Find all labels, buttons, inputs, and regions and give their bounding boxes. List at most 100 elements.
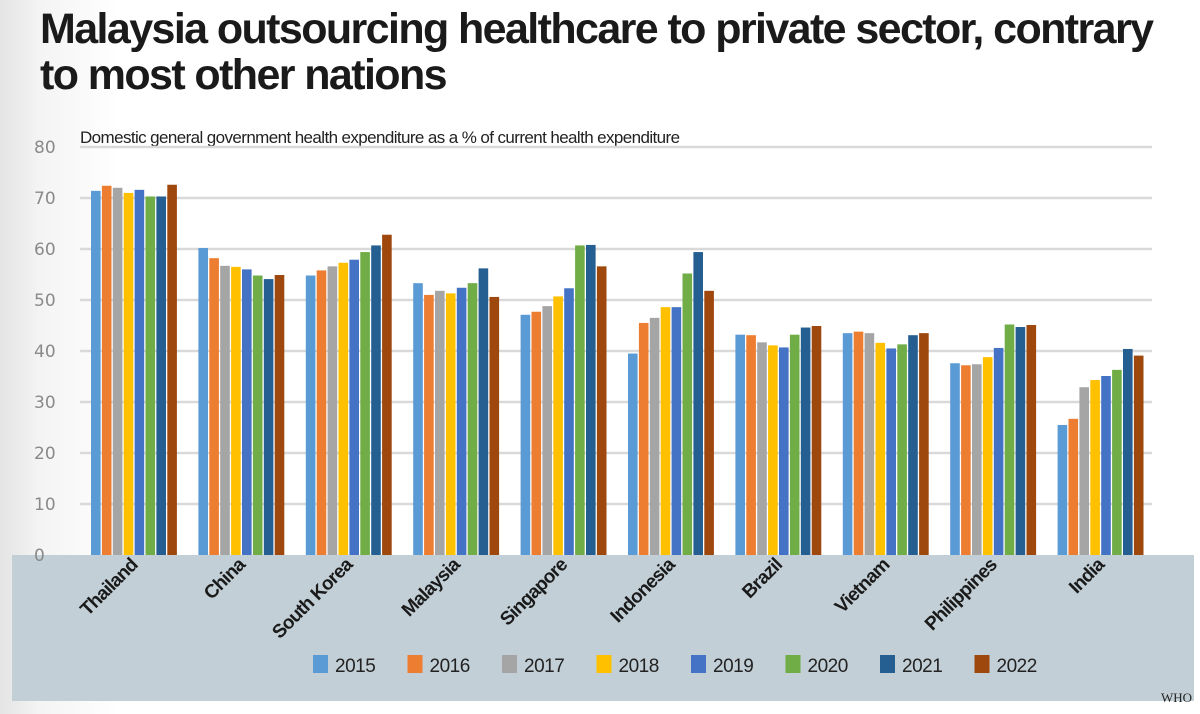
bar-china-2022 bbox=[274, 275, 285, 555]
legend-item-2017: 2017 bbox=[502, 655, 565, 677]
bar-thailand-2016 bbox=[101, 185, 112, 555]
bar-india-2022 bbox=[1133, 355, 1144, 555]
x-category-label: Malaysia bbox=[398, 554, 465, 621]
legend-label: 2021 bbox=[902, 656, 942, 677]
x-category-label: India bbox=[1065, 554, 1109, 598]
bar-singapore-2018 bbox=[553, 296, 563, 555]
bar-china-2016 bbox=[209, 258, 219, 555]
legend-label: 2019 bbox=[713, 656, 753, 677]
legend-label: 2018 bbox=[619, 656, 659, 677]
source-label: WHO bbox=[1160, 690, 1192, 705]
y-tick-label: 60 bbox=[34, 240, 56, 260]
x-category-label: Philippines bbox=[921, 555, 1001, 635]
bar-malaysia-2019 bbox=[456, 287, 467, 555]
legend-label: 2016 bbox=[430, 656, 470, 677]
bar-malaysia-2021 bbox=[478, 268, 489, 555]
legend-item-2018: 2018 bbox=[596, 655, 659, 677]
bar-thailand-2017 bbox=[112, 187, 123, 556]
bar-thailand-2015 bbox=[91, 190, 101, 556]
bar-brazil-2019 bbox=[779, 347, 789, 555]
bar-india-2018 bbox=[1090, 380, 1100, 555]
legend-item-2019: 2019 bbox=[691, 655, 754, 677]
y-tick-label: 50 bbox=[34, 291, 56, 311]
bar-vietnam-2016 bbox=[853, 331, 864, 555]
bar-malaysia-2022 bbox=[489, 296, 500, 555]
bar-brazil-2022 bbox=[811, 326, 822, 555]
x-category-label: Brazil bbox=[738, 555, 786, 603]
legend-label: 2022 bbox=[997, 656, 1037, 677]
x-category-label: Singapore bbox=[496, 555, 572, 631]
bar-philippines-2017 bbox=[972, 364, 982, 555]
bar-south-korea-2018 bbox=[338, 262, 349, 555]
bar-philippines-2019 bbox=[993, 347, 1004, 555]
bar-brazil-2016 bbox=[746, 335, 756, 555]
bar-south-korea-2019 bbox=[349, 259, 359, 555]
bar-thailand-2018 bbox=[123, 192, 134, 555]
legend-swatch bbox=[502, 655, 517, 673]
bar-malaysia-2015 bbox=[413, 283, 423, 555]
bar-vietnam-2017 bbox=[864, 333, 875, 555]
bar-vietnam-2015 bbox=[842, 333, 853, 555]
bar-thailand-2022 bbox=[167, 184, 177, 556]
legend: 2015 2016 2017 2018 2019 2020 2021 2022 bbox=[313, 655, 1037, 677]
bar-indonesia-2022 bbox=[704, 290, 714, 555]
bar-indonesia-2015 bbox=[628, 353, 638, 555]
bar-singapore-2020 bbox=[575, 245, 585, 555]
bar-indonesia-2020 bbox=[682, 273, 693, 555]
bars bbox=[91, 184, 1144, 556]
bar-indonesia-2017 bbox=[649, 317, 660, 555]
legend-swatch bbox=[691, 655, 706, 673]
bar-thailand-2021 bbox=[156, 196, 166, 555]
bar-vietnam-2018 bbox=[875, 342, 886, 555]
bar-singapore-2021 bbox=[586, 244, 596, 556]
bar-south-korea-2016 bbox=[316, 270, 327, 555]
bar-indonesia-2016 bbox=[638, 322, 649, 555]
bar-china-2020 bbox=[252, 275, 263, 555]
x-axis-band bbox=[12, 555, 1194, 701]
bar-vietnam-2019 bbox=[886, 348, 896, 555]
bar-south-korea-2021 bbox=[371, 245, 381, 555]
bar-singapore-2019 bbox=[564, 288, 574, 555]
y-tick-label: 70 bbox=[34, 189, 56, 209]
bar-india-2019 bbox=[1101, 375, 1111, 555]
x-axis-categories: Thailand China South Korea Malaysia Singapor… bbox=[77, 554, 1110, 643]
bar-south-korea-2015 bbox=[305, 275, 316, 555]
legend-swatch bbox=[974, 655, 990, 673]
bar-vietnam-2020 bbox=[897, 344, 907, 555]
bar-india-2016 bbox=[1068, 418, 1079, 555]
legend-swatch bbox=[785, 655, 801, 673]
bar-indonesia-2021 bbox=[693, 252, 703, 555]
legend-swatch bbox=[596, 655, 612, 673]
bar-india-2020 bbox=[1112, 369, 1122, 555]
bar-philippines-2015 bbox=[950, 363, 960, 555]
x-category-label: Vietnam bbox=[831, 555, 894, 618]
bar-china-2018 bbox=[231, 266, 241, 555]
chart-subtitle: Domestic general government health expen… bbox=[80, 128, 680, 147]
bar-south-korea-2017 bbox=[327, 266, 338, 555]
legend-item-2015: 2015 bbox=[313, 655, 376, 677]
legend-swatch bbox=[407, 655, 423, 673]
bar-singapore-2015 bbox=[520, 314, 531, 555]
bar-china-2015 bbox=[198, 247, 208, 556]
legend-item-2021: 2021 bbox=[880, 655, 943, 677]
bar-india-2015 bbox=[1057, 424, 1068, 555]
bar-philippines-2018 bbox=[982, 357, 993, 555]
legend-swatch bbox=[313, 655, 328, 673]
bar-singapore-2017 bbox=[542, 306, 552, 555]
legend-label: 2020 bbox=[808, 656, 848, 677]
bar-philippines-2022 bbox=[1026, 324, 1037, 555]
legend-label: 2015 bbox=[335, 656, 375, 677]
bar-malaysia-2018 bbox=[445, 293, 456, 555]
bar-south-korea-2022 bbox=[382, 234, 392, 555]
bar-china-2017 bbox=[220, 265, 230, 555]
legend-item-2020: 2020 bbox=[785, 655, 848, 677]
legend-swatch bbox=[880, 655, 895, 673]
bar-brazil-2015 bbox=[735, 334, 745, 555]
bar-singapore-2022 bbox=[596, 266, 607, 555]
bar-malaysia-2017 bbox=[435, 290, 445, 555]
y-tick-label: 40 bbox=[34, 342, 56, 362]
bar-vietnam-2021 bbox=[908, 335, 918, 555]
bar-india-2021 bbox=[1123, 348, 1133, 555]
y-tick-label: 20 bbox=[34, 444, 56, 464]
